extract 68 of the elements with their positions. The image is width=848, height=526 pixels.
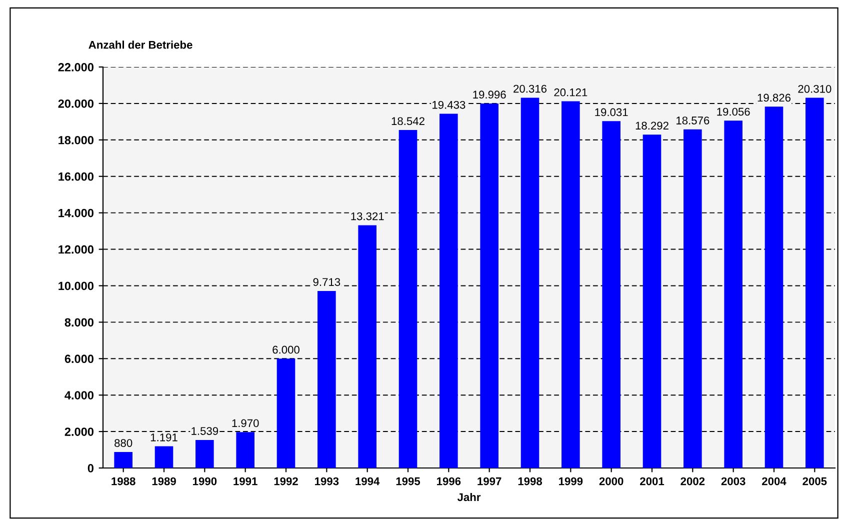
data-label: 18.576 — [676, 116, 710, 124]
bar — [236, 432, 254, 468]
bar — [602, 121, 620, 468]
data-label: 9.713 — [313, 278, 340, 286]
x-tick-label: 1995 — [396, 477, 420, 486]
x-tick-label: 1996 — [437, 477, 461, 486]
y-tick-label: 18.000 — [58, 136, 94, 144]
x-tick-label: 2003 — [721, 477, 746, 486]
bar — [398, 130, 418, 468]
data-label: 20.121 — [554, 88, 588, 96]
y-tick-label: 22.000 — [58, 63, 94, 72]
bar — [520, 98, 540, 468]
x-tick-label: 1988 — [112, 477, 136, 486]
data-label: 880 — [114, 439, 132, 447]
bar — [114, 452, 132, 468]
data-label: 19.826 — [758, 94, 791, 102]
bar — [806, 98, 824, 468]
x-tick-label: 1993 — [315, 477, 339, 486]
x-tick-label: 1997 — [478, 477, 502, 486]
y-tick-label: 2.000 — [64, 428, 94, 436]
y-tick-label: 14.000 — [58, 208, 94, 218]
bar — [440, 114, 458, 468]
bar — [562, 101, 580, 468]
data-label: 18.542 — [392, 117, 424, 126]
data-label: 13.321 — [351, 212, 384, 220]
bar — [480, 104, 498, 468]
bar — [196, 440, 214, 468]
data-label: 20.316 — [514, 84, 547, 93]
bar — [764, 106, 784, 468]
data-label: 20.310 — [798, 84, 832, 93]
bar — [642, 134, 662, 468]
x-axis-title: Jahr — [457, 492, 481, 502]
bar — [724, 120, 742, 468]
x-tick-label: 2005 — [802, 477, 827, 486]
y-tick-label: 20.000 — [58, 99, 94, 108]
data-label: 19.996 — [473, 90, 506, 99]
data-label: 19.056 — [717, 108, 750, 116]
data-label: 18.292 — [636, 122, 668, 130]
bar — [318, 290, 336, 468]
x-tick-label: 1991 — [234, 477, 258, 486]
x-tick-label: 2000 — [599, 477, 624, 486]
x-tick-label: 1992 — [274, 477, 298, 486]
x-tick-label: 2002 — [680, 477, 705, 486]
bar — [154, 446, 174, 468]
x-tick-label: 1989 — [152, 477, 176, 486]
x-tick-label: 1994 — [356, 477, 380, 486]
data-label: 6.000 — [272, 346, 300, 354]
data-label: 1.539 — [192, 427, 218, 435]
bar — [684, 129, 702, 468]
x-tick-label: 2001 — [640, 477, 664, 486]
y-axis-title: Anzahl der Betriebe — [88, 40, 192, 49]
x-tick-label: 1998 — [518, 477, 542, 486]
data-label: 19.031 — [595, 108, 628, 116]
y-tick-label: 4.000 — [64, 391, 94, 400]
y-tick-label: 10.000 — [58, 282, 94, 290]
y-tick-label: 0 — [88, 464, 94, 472]
y-tick-label: 12.000 — [58, 245, 94, 254]
data-label: 19.433 — [432, 100, 466, 109]
bar — [358, 225, 376, 468]
y-tick-label: 8.000 — [64, 318, 94, 327]
y-tick-label: 6.000 — [64, 354, 94, 364]
x-tick-label: 1999 — [559, 477, 583, 486]
y-tick-label: 16.000 — [58, 172, 94, 181]
x-tick-label: 2004 — [762, 477, 786, 486]
bar — [276, 358, 296, 468]
data-label: 1.191 — [150, 433, 178, 442]
data-label: 1.970 — [232, 419, 259, 428]
x-tick-label: 1990 — [193, 477, 217, 486]
